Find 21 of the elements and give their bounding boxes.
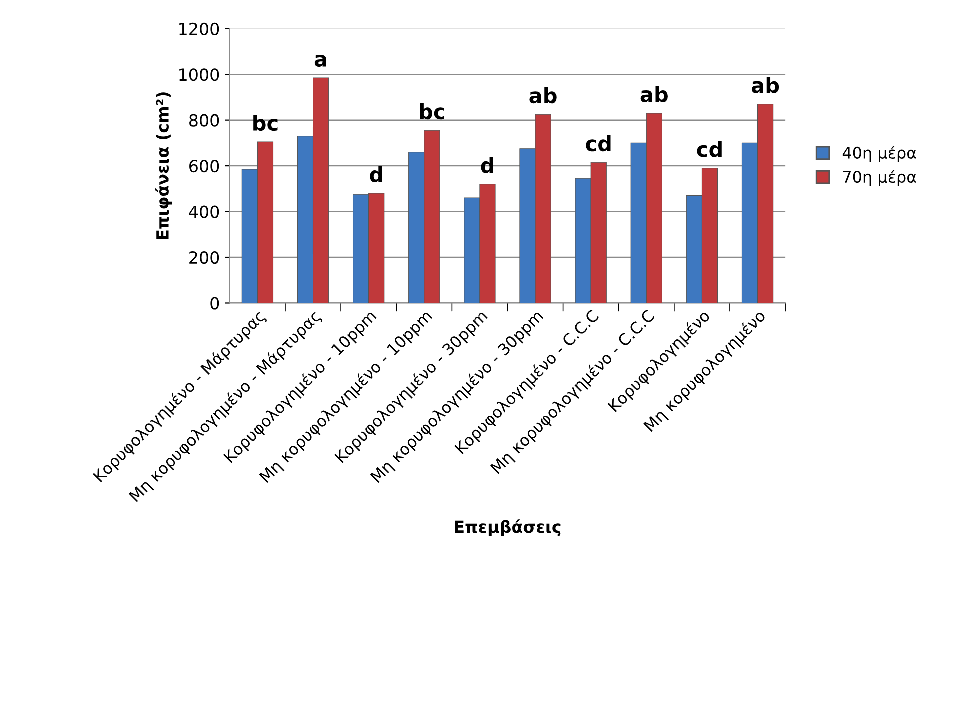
y-tick-label: 800 xyxy=(190,114,220,127)
legend-label: 70η μέρα xyxy=(843,170,916,186)
annotation: ab xyxy=(640,86,668,102)
annotation: ab xyxy=(752,77,780,94)
annotation: d xyxy=(370,166,382,183)
y-tick-label: 200 xyxy=(190,251,220,264)
annotation: cd xyxy=(697,141,722,158)
x-axis-title: Επεμβάσεις xyxy=(455,520,561,536)
annotation: bc xyxy=(420,104,444,120)
annotation: ab xyxy=(530,88,557,104)
y-tick-label: 400 xyxy=(189,206,220,218)
y-tick-label: 600 xyxy=(190,160,220,173)
legend-label: 40η μέρα xyxy=(842,146,916,162)
annotation: cd xyxy=(586,136,611,152)
annotation: a xyxy=(314,55,326,68)
annotation: bc xyxy=(254,114,278,132)
y-tick-label: 1200 xyxy=(180,22,220,36)
y-tick-label: 0 xyxy=(210,297,220,310)
y-tick-label: 1000 xyxy=(180,68,220,82)
annotation: d xyxy=(481,157,494,174)
y-axis-title: Επιφάνεια (cm²) xyxy=(155,92,172,240)
